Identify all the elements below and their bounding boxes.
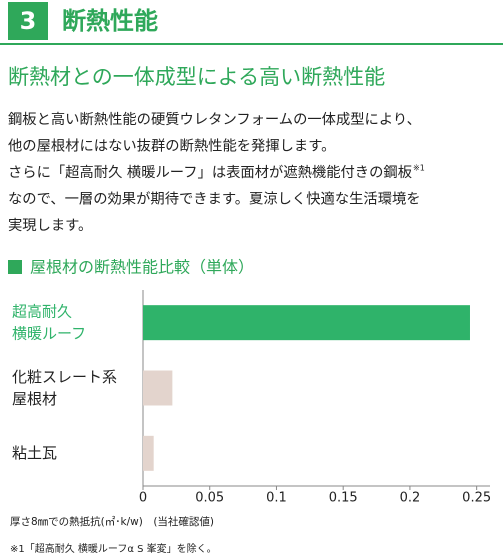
body-line: さらに「超高耐久 横暖ルーフ」は表面材が遮熱機能付きの鋼板 <box>8 164 412 181</box>
body-line: 鋼板と高い断熱性能の硬質ウレタンフォームの一体成型により、 <box>8 110 421 128</box>
bar <box>143 305 470 341</box>
body-line: なので、一層の効果が期待できます。夏涼しく快適な生活環境を <box>8 191 421 208</box>
note-ref: ※1 <box>413 164 425 173</box>
y-tick-label: 化粧スレート系屋根材 <box>12 368 117 408</box>
chart-title-marker <box>8 260 22 274</box>
x-tick-label: 0.05 <box>195 491 224 506</box>
chart: 0 0.05 0.1 0.15 0.2 0.25 超高耐久横暖ルーフ化粧スレート系屋根材粘土… <box>12 290 491 506</box>
body: 鋼板と高い断熱性能の硬質ウレタンフォームの一体成型により、他の屋根材にはない抜群… <box>8 110 425 234</box>
section-title: 断熱性能 <box>62 7 158 35</box>
y-tick-label: 超高耐久横暖ルーフ <box>12 302 86 342</box>
bar <box>143 370 173 406</box>
x-tick-label: 0.15 <box>329 491 358 506</box>
section-badge <box>8 2 48 40</box>
bar <box>143 435 154 471</box>
body-line: 実現します。 <box>8 217 92 234</box>
x-tick-label: 0 <box>139 491 147 506</box>
body-line: 他の屋根材にはない抜群の断熱性能を発揮します。 <box>8 138 335 155</box>
footnote: ※1「超高耐久 横暖ルーフα S 峯変」を除く。 <box>10 542 217 555</box>
x-tick-label: 0.2 <box>400 491 421 506</box>
chart-title: 屋根材の断熱性能比較（単体） <box>30 258 254 277</box>
y-tick-label: 粘土瓦 <box>12 444 57 462</box>
x-tick-label: 0.25 <box>462 491 491 506</box>
heading: 断熱材との一体成型による高い断熱性能 <box>8 65 385 89</box>
x-tick-label: 0.1 <box>266 491 287 506</box>
section-number: 3 <box>20 7 37 35</box>
x-axis-label: 厚さ8㎜での熱抵抗(㎡･k/w) (当社確認値) <box>10 515 214 528</box>
